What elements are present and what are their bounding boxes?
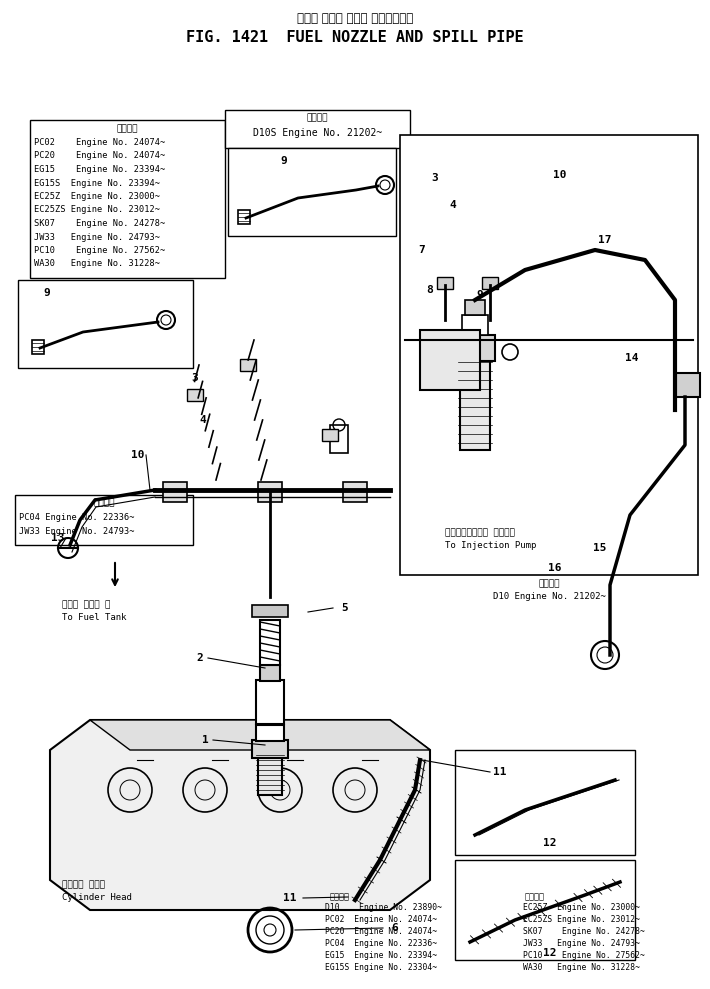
Bar xyxy=(256,680,284,724)
Text: 9: 9 xyxy=(43,288,50,298)
Bar xyxy=(462,315,488,335)
Text: SK07    Engine No. 24278~: SK07 Engine No. 24278~ xyxy=(523,927,645,936)
Text: JW33   Engine No. 24793~: JW33 Engine No. 24793~ xyxy=(523,939,640,948)
Text: フェル ノズル および スピルパイプ: フェル ノズル および スピルパイプ xyxy=(297,12,413,25)
Bar xyxy=(455,750,635,855)
Bar xyxy=(437,277,453,289)
Text: PC20  Engine No. 24074~: PC20 Engine No. 24074~ xyxy=(325,927,437,936)
Bar xyxy=(258,755,282,795)
Text: PC02    Engine No. 24074~: PC02 Engine No. 24074~ xyxy=(34,138,165,147)
Text: 17: 17 xyxy=(599,235,612,245)
Text: 9: 9 xyxy=(476,290,484,300)
Bar xyxy=(465,300,485,315)
Text: SK07    Engine No. 24278~: SK07 Engine No. 24278~ xyxy=(34,219,165,228)
Text: 11: 11 xyxy=(493,767,507,777)
Bar xyxy=(330,425,348,453)
Text: 4: 4 xyxy=(200,415,207,425)
Bar xyxy=(258,482,282,502)
Text: 3: 3 xyxy=(192,373,198,383)
Text: EC25Z  Engine No. 23000~: EC25Z Engine No. 23000~ xyxy=(523,903,640,912)
Text: FIG. 1421  FUEL NOZZLE AND SPILL PIPE: FIG. 1421 FUEL NOZZLE AND SPILL PIPE xyxy=(186,30,524,45)
Text: 1: 1 xyxy=(202,735,208,745)
Text: EG15S  Engine No. 23394~: EG15S Engine No. 23394~ xyxy=(34,178,160,188)
Bar xyxy=(228,148,396,236)
Bar xyxy=(260,620,280,665)
Bar xyxy=(15,495,193,545)
Text: EG15S Engine No. 23304~: EG15S Engine No. 23304~ xyxy=(325,963,437,972)
Text: 適用号等: 適用号等 xyxy=(307,113,328,122)
Text: 適用号等: 適用号等 xyxy=(93,498,115,507)
Text: D10    Engine No. 23890~: D10 Engine No. 23890~ xyxy=(325,903,442,912)
Text: To Fuel Tank: To Fuel Tank xyxy=(62,613,126,622)
Bar xyxy=(163,482,187,502)
Bar xyxy=(482,277,498,289)
Text: EG15    Engine No. 23394~: EG15 Engine No. 23394~ xyxy=(34,165,165,174)
Bar xyxy=(256,725,284,741)
Text: 9: 9 xyxy=(280,156,287,166)
Text: 12: 12 xyxy=(543,948,557,958)
Text: WA30   Engine No. 31228~: WA30 Engine No. 31228~ xyxy=(34,259,160,268)
Bar xyxy=(675,373,700,397)
Bar xyxy=(225,110,410,148)
Polygon shape xyxy=(420,330,480,390)
Text: EG15  Engine No. 23394~: EG15 Engine No. 23394~ xyxy=(325,951,437,960)
Text: EC25ZS Engine No. 23012~: EC25ZS Engine No. 23012~ xyxy=(34,206,160,215)
Bar xyxy=(238,210,250,224)
Bar xyxy=(240,359,256,371)
Text: D10 Engine No. 21202~: D10 Engine No. 21202~ xyxy=(493,592,606,601)
Text: 16: 16 xyxy=(548,563,562,573)
Text: 10: 10 xyxy=(131,450,145,460)
Bar xyxy=(187,389,203,401)
Bar xyxy=(30,120,225,278)
Polygon shape xyxy=(90,720,430,750)
Text: インジェクション ポンプへ: インジェクション ポンプへ xyxy=(445,528,515,537)
Bar xyxy=(343,482,367,502)
Text: 13: 13 xyxy=(51,533,65,543)
Text: PC10    Engine No. 27562~: PC10 Engine No. 27562~ xyxy=(523,951,645,960)
Bar xyxy=(32,340,44,354)
Text: PC04 Engine No. 22336~: PC04 Engine No. 22336~ xyxy=(19,513,134,522)
Polygon shape xyxy=(50,720,430,910)
Bar xyxy=(252,740,288,758)
Bar xyxy=(18,280,193,368)
Text: JW33 Engine No. 24793~: JW33 Engine No. 24793~ xyxy=(19,527,134,536)
Text: 10: 10 xyxy=(553,170,567,180)
Text: Cylinder Head: Cylinder Head xyxy=(62,893,132,902)
Text: シリンダ ヘッド: シリンダ ヘッド xyxy=(62,880,105,889)
Text: 適用号等: 適用号等 xyxy=(116,124,138,133)
Bar xyxy=(455,335,495,361)
Text: PC20    Engine No. 24074~: PC20 Engine No. 24074~ xyxy=(34,151,165,160)
Text: PC10    Engine No. 27562~: PC10 Engine No. 27562~ xyxy=(34,246,165,255)
Text: 8: 8 xyxy=(427,285,433,295)
Text: PC04  Engine No. 22336~: PC04 Engine No. 22336~ xyxy=(325,939,437,948)
Text: 4: 4 xyxy=(449,200,457,210)
Text: PC02  Engine No. 24074~: PC02 Engine No. 24074~ xyxy=(325,915,437,924)
Text: 3: 3 xyxy=(432,173,438,183)
Text: 適用号等: 適用号等 xyxy=(538,579,559,588)
Text: D10S Engine No. 21202~: D10S Engine No. 21202~ xyxy=(253,128,382,138)
Bar xyxy=(455,860,635,960)
Text: 14: 14 xyxy=(626,353,639,363)
Text: 2: 2 xyxy=(197,653,203,663)
Text: 適用号等: 適用号等 xyxy=(330,892,350,901)
Text: 適用号等: 適用号等 xyxy=(525,892,545,901)
Text: 5: 5 xyxy=(342,603,349,613)
Text: 7: 7 xyxy=(419,245,425,255)
Text: EC25ZS Engine No. 23012~: EC25ZS Engine No. 23012~ xyxy=(523,915,640,924)
Bar xyxy=(252,605,288,617)
Text: WA30   Engine No. 31228~: WA30 Engine No. 31228~ xyxy=(523,963,640,972)
Text: 12: 12 xyxy=(543,838,557,848)
Bar xyxy=(400,135,698,575)
Bar xyxy=(260,665,280,681)
Text: 15: 15 xyxy=(594,543,607,553)
Text: EC25Z  Engine No. 23000~: EC25Z Engine No. 23000~ xyxy=(34,192,160,201)
Bar xyxy=(460,360,490,450)
Text: To Injection Pump: To Injection Pump xyxy=(445,541,536,550)
Text: 6: 6 xyxy=(392,923,398,933)
Bar xyxy=(322,429,338,441)
Text: フェル タンク へ: フェル タンク へ xyxy=(62,600,110,609)
Text: JW33   Engine No. 24793~: JW33 Engine No. 24793~ xyxy=(34,232,160,241)
Text: 11: 11 xyxy=(283,893,297,903)
